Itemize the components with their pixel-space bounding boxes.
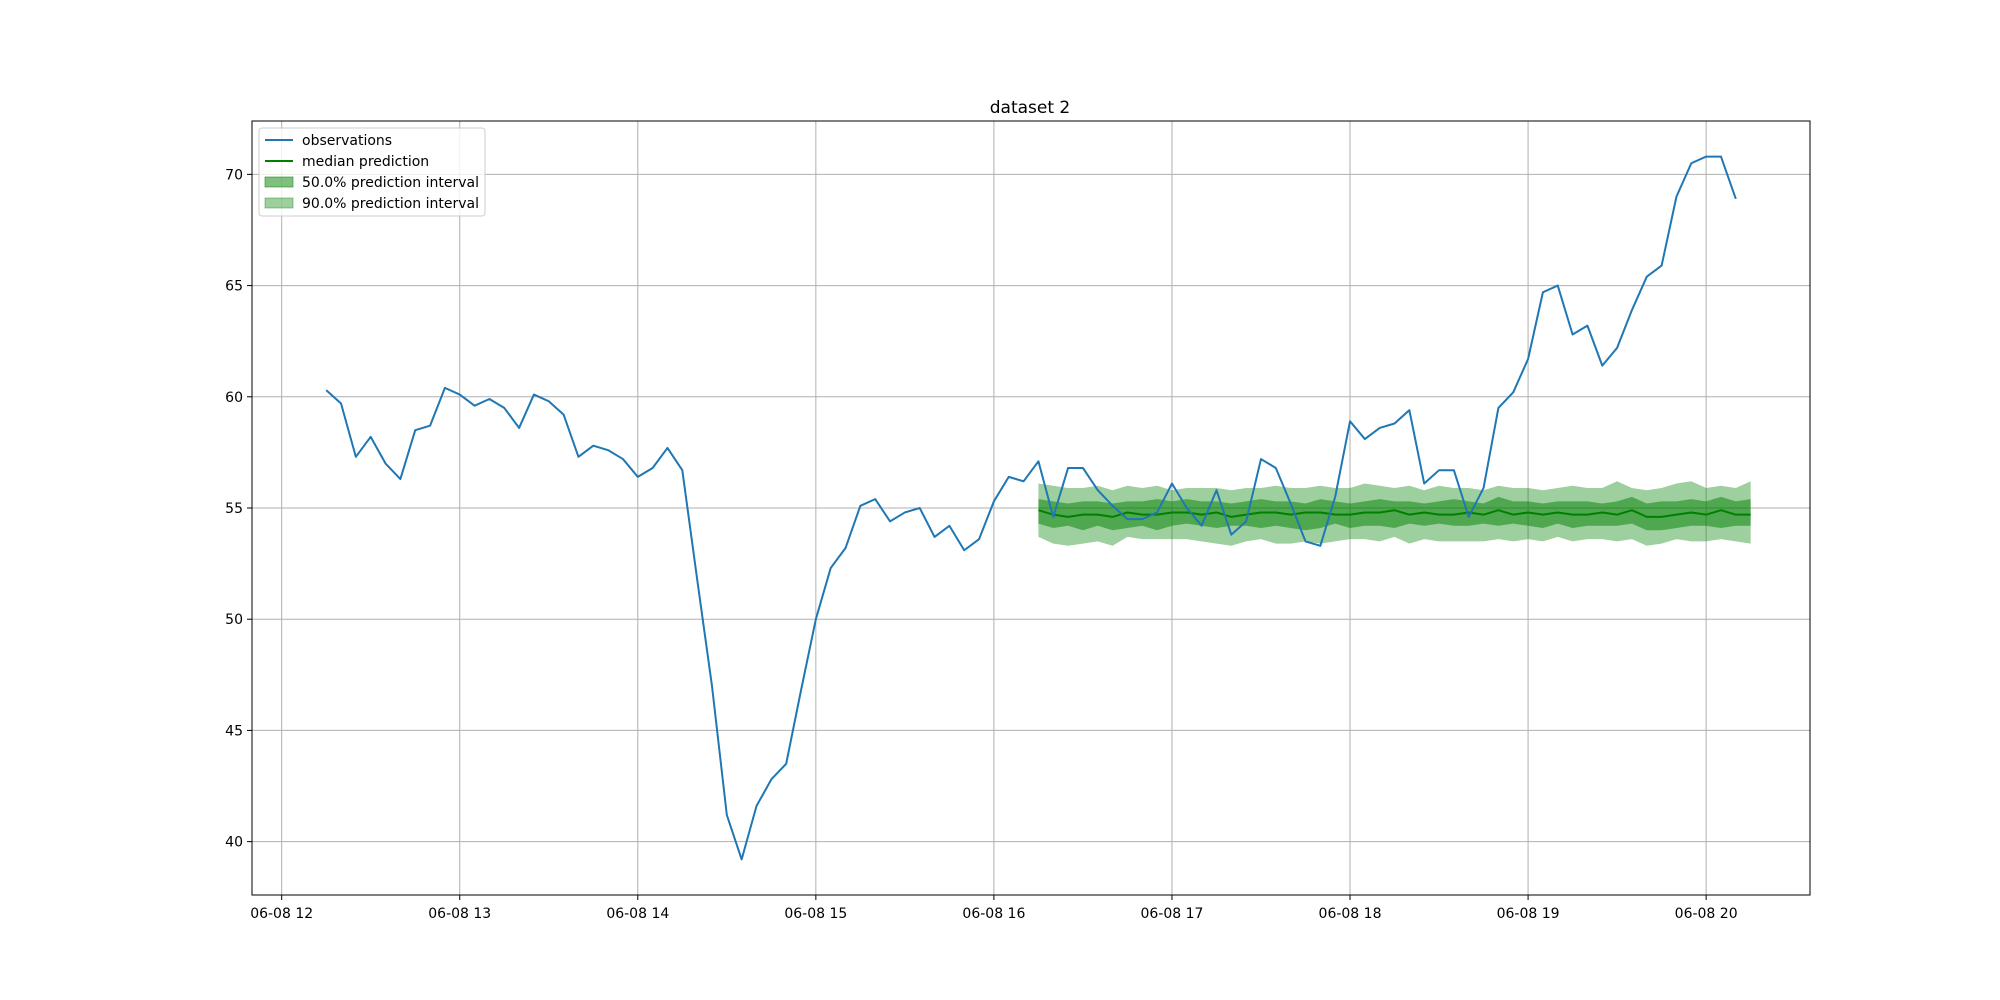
prediction-bands	[1038, 481, 1751, 546]
legend-swatch-patch	[264, 176, 294, 188]
x-tick-label: 06-08 15	[784, 906, 847, 922]
legend: observations median prediction 50.0% predi…	[258, 127, 486, 217]
x-tick-label: 06-08 16	[962, 906, 1025, 922]
y-tick-label: 40	[225, 835, 243, 851]
x-tick-label: 06-08 19	[1497, 906, 1560, 922]
band-50-percent	[1038, 496, 1751, 531]
axes: 06-08 12 06-08 13 06-08 14 06-08 15 06-08 16…	[225, 120, 1811, 922]
x-tick-label: 06-08 13	[428, 906, 491, 922]
observations-line	[325, 155, 1737, 861]
series-lines	[325, 155, 1751, 861]
x-tick-label: 06-08 14	[606, 906, 669, 922]
y-tick-label: 60	[225, 390, 243, 406]
median-prediction-line	[1038, 509, 1751, 518]
plot-frame	[251, 120, 1811, 896]
x-tick-label: 06-08 17	[1140, 906, 1203, 922]
chart-title: dataset 2	[990, 98, 1071, 118]
x-tick-label: 06-08 18	[1319, 906, 1382, 922]
legend-label: median prediction	[302, 154, 429, 170]
x-tick-label: 06-08 20	[1675, 906, 1738, 922]
y-tick-label: 65	[225, 279, 243, 295]
legend-label: observations	[302, 133, 392, 149]
y-tick-label: 50	[225, 612, 243, 628]
legend-label: 50.0% prediction interval	[302, 175, 479, 191]
y-tick-label: 45	[225, 723, 243, 739]
y-tick-label: 55	[225, 501, 243, 517]
legend-swatch-patch	[264, 197, 294, 209]
legend-box	[258, 127, 486, 217]
y-tick-label: 70	[225, 167, 243, 183]
legend-label: 90.0% prediction interval	[302, 196, 479, 212]
x-tick-label: 06-08 12	[250, 906, 313, 922]
